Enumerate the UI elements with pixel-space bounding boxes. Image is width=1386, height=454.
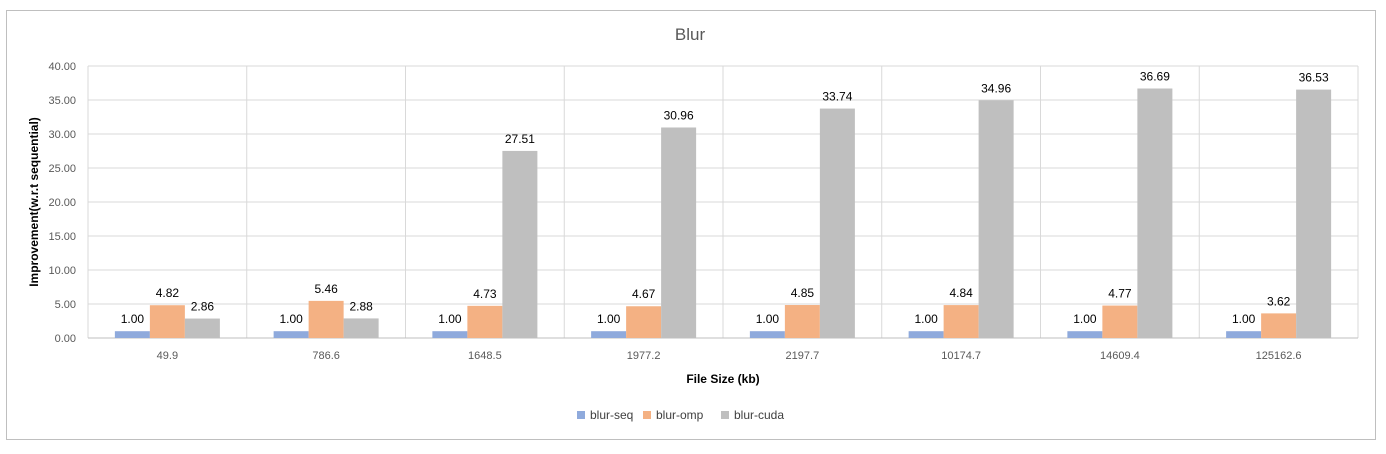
data-label: 34.96 — [981, 81, 1011, 95]
y-tick-label: 0.00 — [55, 333, 76, 345]
data-label: 1.00 — [438, 312, 462, 326]
bar-blur-omp — [308, 300, 344, 338]
bar-blur-cuda — [661, 127, 697, 338]
legend-swatch — [643, 411, 651, 419]
data-label: 27.51 — [505, 132, 535, 146]
x-tick-label: 1648.5 — [468, 350, 502, 362]
y-axis-ticks: 0.00 5.00 10.00 15.00 20.00 25.00 30.00 35.00 40… — [48, 61, 76, 345]
legend-label: blur-cuda — [734, 408, 784, 422]
legend-label: blur-omp — [656, 408, 704, 422]
bar-blur-omp — [149, 305, 185, 338]
bar-blur-seq — [432, 331, 468, 338]
y-tick-label: 5.00 — [55, 299, 76, 311]
bar-blur-seq — [591, 331, 627, 338]
x-tick-label: 1977.2 — [627, 350, 661, 362]
x-tick-label: 10174.7 — [941, 350, 981, 362]
bar-blur-cuda — [1137, 88, 1173, 339]
y-tick-label: 15.00 — [48, 231, 76, 243]
y-tick-label: 40.00 — [48, 61, 76, 73]
x-tick-label: 786.6 — [312, 350, 340, 362]
data-label: 4.67 — [632, 287, 656, 301]
bar-blur-cuda — [1296, 89, 1332, 338]
data-label: 1.00 — [121, 312, 145, 326]
bar-blur-cuda — [343, 318, 379, 338]
data-label: 1.00 — [597, 312, 621, 326]
x-axis-title: File Size (kb) — [686, 372, 759, 386]
bar-blur-seq — [908, 331, 944, 338]
bar-blur-seq — [749, 331, 785, 338]
y-tick-label: 35.00 — [48, 95, 76, 107]
bar-blur-omp — [467, 305, 503, 338]
y-tick-label: 10.00 — [48, 265, 76, 277]
legend-label: blur-seq — [590, 408, 633, 422]
data-label: 4.73 — [473, 287, 497, 301]
data-label: 4.82 — [156, 286, 180, 300]
bar-blur-omp — [1261, 313, 1297, 338]
legend: blur-seq blur-omp blur-cuda — [577, 408, 784, 422]
y-tick-label: 25.00 — [48, 163, 76, 175]
bar-blur-seq — [273, 331, 309, 338]
bar-blur-cuda — [978, 100, 1014, 338]
data-label: 33.74 — [822, 90, 852, 104]
x-tick-label: 14609.4 — [1100, 350, 1140, 362]
data-label: 1.00 — [1073, 312, 1097, 326]
bar-blur-omp — [1102, 305, 1138, 338]
data-label: 2.86 — [191, 300, 215, 314]
legend-item-blur-seq: blur-seq — [577, 408, 633, 422]
y-axis-title: Improvement(w.r.t sequential) — [27, 117, 41, 287]
bar-blur-seq — [114, 331, 150, 338]
data-label: 1.00 — [1232, 312, 1256, 326]
legend-swatch — [577, 411, 585, 419]
data-label: 4.77 — [1108, 287, 1132, 301]
data-label: 30.96 — [664, 108, 694, 122]
bar-blur-omp — [626, 306, 662, 338]
bar-blur-omp — [943, 305, 979, 338]
bar-blur-omp — [784, 305, 820, 338]
legend-item-blur-omp: blur-omp — [643, 408, 704, 422]
data-label: 1.00 — [279, 312, 303, 326]
x-tick-label: 49.9 — [157, 350, 178, 362]
data-label: 36.53 — [1299, 71, 1329, 85]
data-label: 1.00 — [914, 312, 938, 326]
bar-blur-seq — [1226, 331, 1262, 338]
data-label: 5.46 — [314, 282, 338, 296]
bar-blur-cuda — [502, 150, 538, 338]
data-label: 36.69 — [1140, 70, 1170, 84]
legend-swatch — [721, 411, 729, 419]
data-label: 3.62 — [1267, 294, 1291, 308]
data-label: 2.88 — [349, 299, 373, 313]
data-labels: 1.00 4.82 2.86 1.00 5.46 2.88 1.00 4.73 27.51 1.0… — [121, 70, 1329, 327]
x-tick-label: 125162.6 — [1256, 350, 1302, 362]
y-tick-label: 20.00 — [48, 197, 76, 209]
x-tick-label: 2197.7 — [786, 350, 820, 362]
x-axis-ticks: 49.9 786.6 1648.5 1977.2 2197.7 10174.7 14609.… — [157, 350, 1302, 362]
bar-blur-cuda — [819, 108, 855, 339]
bar-blur-cuda — [184, 318, 220, 338]
chart-title: Blur — [675, 25, 706, 44]
data-label: 4.84 — [949, 286, 973, 300]
data-label: 4.85 — [791, 286, 815, 300]
data-label: 1.00 — [756, 312, 780, 326]
bar-blur-seq — [1067, 331, 1103, 338]
bars — [114, 88, 1332, 339]
y-tick-label: 30.00 — [48, 129, 76, 141]
legend-item-blur-cuda: blur-cuda — [721, 408, 784, 422]
